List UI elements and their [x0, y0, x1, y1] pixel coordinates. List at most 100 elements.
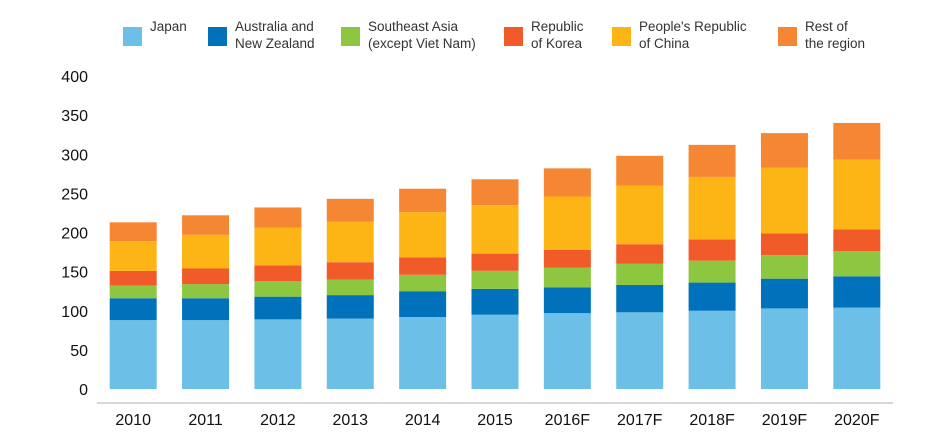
legend-item: Japan — [123, 18, 187, 46]
bar-segment — [543, 249, 591, 268]
bar-segment — [399, 291, 447, 318]
bar-segment — [616, 244, 664, 264]
bar-segment — [399, 257, 447, 275]
y-axis: 0 50 100 150 200 250 300 350 400 — [61, 69, 88, 399]
bar-segment — [109, 285, 157, 299]
bar-segment — [543, 196, 591, 250]
legend-item: Australia and New Zealand — [208, 18, 315, 52]
bar-segment — [182, 298, 230, 321]
legend-swatch — [778, 27, 797, 46]
bar-segment — [616, 155, 664, 186]
legend-label: Rest of the region — [805, 19, 866, 51]
x-tick-label: 2013 — [332, 412, 368, 429]
bars — [109, 122, 881, 389]
bar-segment — [399, 212, 447, 258]
bar-segment — [182, 215, 230, 235]
bar-segment — [760, 255, 808, 279]
legend-label: Republic of Korea — [531, 19, 584, 51]
bar-segment — [616, 284, 664, 313]
bar-segment — [326, 295, 374, 319]
bar-segment — [543, 313, 591, 389]
bar-segment — [543, 267, 591, 288]
bar-segment — [254, 227, 302, 266]
bar-segment — [182, 234, 230, 269]
bar-segment — [471, 314, 519, 389]
bar-segment — [688, 310, 736, 389]
bar-segment — [399, 274, 447, 292]
y-tick-label: 200 — [61, 226, 88, 243]
bar-segment — [833, 307, 881, 389]
bar-segment — [182, 268, 230, 285]
bar-segment — [833, 251, 881, 277]
bar-segment — [833, 159, 881, 230]
y-tick-label: 400 — [61, 69, 88, 86]
bar-segment — [399, 317, 447, 389]
y-tick-label: 300 — [61, 147, 88, 164]
bar-segment — [326, 198, 374, 222]
bar-segment — [833, 276, 881, 308]
legend-swatch — [208, 27, 227, 46]
legend-label: Southeast Asia (except Viet Nam) — [368, 19, 476, 51]
y-tick-label: 0 — [79, 382, 88, 399]
legend-swatch — [504, 27, 523, 46]
bar-segment — [760, 233, 808, 256]
bar-segment — [399, 188, 447, 213]
y-tick-label: 50 — [70, 343, 88, 360]
bar-segment — [616, 263, 664, 285]
bar-segment — [326, 279, 374, 296]
bar-segment — [543, 168, 591, 197]
x-tick-label: 2016F — [545, 412, 591, 429]
bar-segment — [471, 270, 519, 289]
y-tick-label: 150 — [61, 265, 88, 282]
legend-item: Southeast Asia (except Viet Nam) — [341, 18, 476, 52]
bar-segment — [109, 270, 157, 286]
x-tick-label: 2011 — [188, 412, 223, 429]
legend-item: Rest of the region — [778, 18, 865, 52]
bar-segment — [688, 176, 736, 240]
bar-segment — [688, 144, 736, 177]
x-tick-label: 2019F — [762, 412, 808, 429]
legend-swatch — [123, 27, 142, 46]
bar-segment — [254, 265, 302, 282]
bar-segment — [254, 296, 302, 320]
bar-segment — [471, 253, 519, 271]
bar-segment — [616, 312, 664, 389]
bar-segment — [254, 319, 302, 389]
x-tick-label: 2015 — [477, 412, 513, 429]
y-tick-label: 250 — [61, 186, 88, 203]
bar-segment — [109, 320, 157, 389]
legend-label: Australia and New Zealand — [235, 19, 315, 51]
bar-segment — [109, 241, 157, 271]
bar-segment — [833, 229, 881, 252]
legend-label: Japan — [150, 19, 187, 34]
legend-item: People's Republic of China — [612, 18, 747, 52]
legend-label: People's Republic of China — [639, 19, 747, 51]
legend-swatch — [612, 27, 631, 46]
x-tick-label: 2010 — [115, 412, 151, 429]
bar-segment — [326, 221, 374, 263]
bar-segment — [760, 133, 808, 168]
bar-segment — [182, 320, 230, 389]
bar-segment — [688, 260, 736, 283]
bar-segment — [471, 288, 519, 315]
bar-segment — [833, 122, 881, 160]
bar-segment — [760, 278, 808, 309]
x-tick-label: 2020F — [834, 412, 880, 429]
bar-segment — [254, 281, 302, 297]
x-tick-label: 2018F — [689, 412, 735, 429]
bar-segment — [471, 179, 519, 206]
legend-item: Republic of Korea — [504, 18, 584, 52]
x-tick-label: 2014 — [405, 412, 441, 429]
bar-segment — [543, 287, 591, 314]
bar-segment — [109, 298, 157, 321]
bar-segment — [326, 318, 374, 389]
x-tick-label: 2012 — [260, 412, 296, 429]
bar-segment — [326, 262, 374, 280]
bar-segment — [688, 239, 736, 261]
bar-segment — [471, 205, 519, 254]
x-axis: 2010 2011 2012 2013 2014 2015 2016F 2017F 2018F 2… — [115, 412, 879, 429]
bar-segment — [109, 222, 157, 242]
y-tick-label: 100 — [61, 304, 88, 321]
bar-segment — [760, 308, 808, 389]
